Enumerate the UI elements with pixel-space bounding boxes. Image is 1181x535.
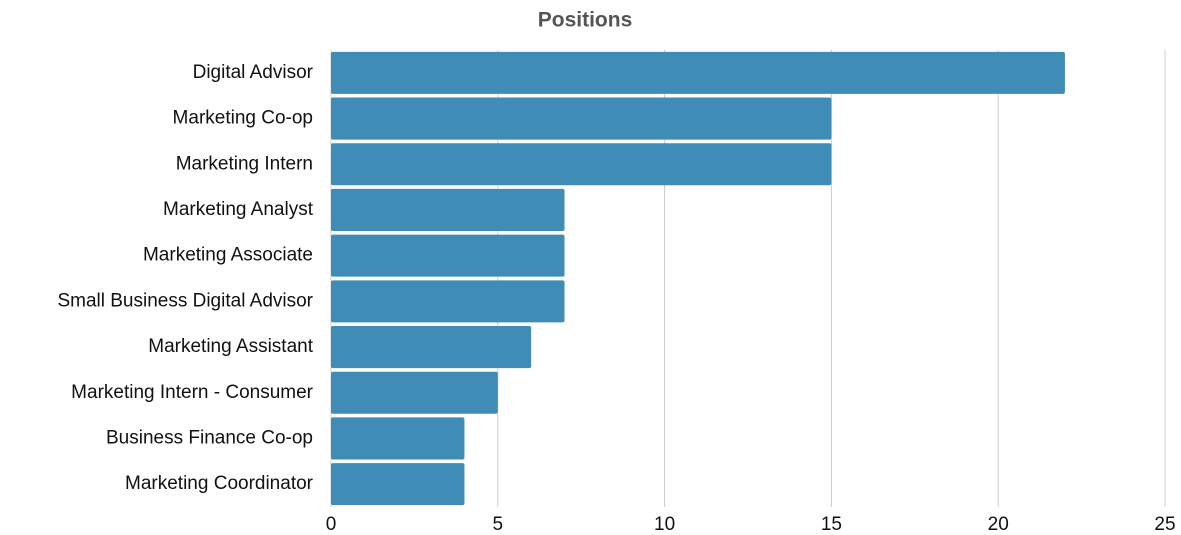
chart-title: Positions bbox=[538, 9, 633, 32]
y-tick-label: Business Finance Co-op bbox=[106, 427, 313, 448]
x-tick-label: 10 bbox=[654, 514, 675, 535]
bar bbox=[331, 371, 498, 414]
bar bbox=[331, 188, 565, 231]
bar bbox=[331, 234, 565, 277]
x-tick-label: 20 bbox=[988, 514, 1009, 535]
y-tick-label: Digital Advisor bbox=[193, 62, 314, 83]
y-tick-label: Marketing Associate bbox=[143, 245, 313, 266]
bar bbox=[331, 463, 465, 506]
x-tick-label: 15 bbox=[821, 514, 842, 535]
bar bbox=[331, 51, 1065, 94]
y-tick-label: Marketing Intern - Consumer bbox=[71, 382, 313, 403]
bar bbox=[331, 417, 465, 460]
x-tick-label: 5 bbox=[493, 514, 504, 535]
bar bbox=[331, 326, 532, 369]
x-tick-label: 25 bbox=[1154, 514, 1175, 535]
y-tick-label: Marketing Co-op bbox=[173, 108, 313, 129]
y-tick-label: Small Business Digital Advisor bbox=[57, 290, 313, 311]
y-tick-label: Marketing Intern bbox=[176, 153, 313, 174]
bar bbox=[331, 97, 832, 140]
y-tick-label: Marketing Coordinator bbox=[125, 473, 314, 494]
bar bbox=[331, 143, 832, 186]
bar bbox=[331, 280, 565, 323]
y-tick-label: Marketing Assistant bbox=[148, 336, 313, 357]
y-tick-label: Marketing Analyst bbox=[163, 199, 314, 220]
x-tick-label: 0 bbox=[326, 514, 337, 535]
